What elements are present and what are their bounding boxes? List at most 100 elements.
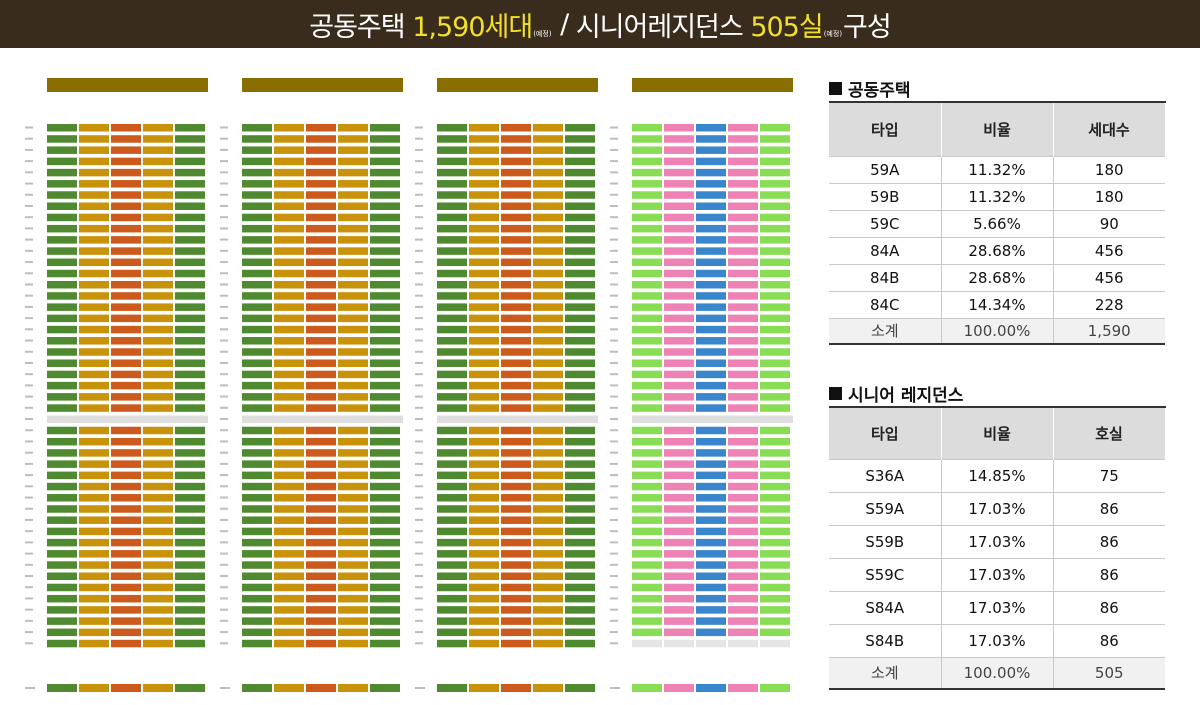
unit-cell xyxy=(696,247,726,255)
unit-cell xyxy=(501,393,531,401)
unit-cell xyxy=(664,505,694,513)
unit-cell xyxy=(306,303,336,311)
unit-cell xyxy=(370,370,400,379)
unit-cell xyxy=(111,269,141,278)
unit-cell xyxy=(760,292,790,300)
unit-cell xyxy=(760,348,790,356)
unit-cell xyxy=(632,236,662,244)
floor-label-mark xyxy=(25,485,33,488)
unit-cell xyxy=(111,482,141,491)
floor-label-mark xyxy=(25,373,33,376)
unit-cell xyxy=(696,404,726,412)
unit-cell xyxy=(274,224,304,233)
unit-cell xyxy=(242,314,272,323)
title-senior-count: 505실 xyxy=(750,11,823,43)
unit-cell xyxy=(632,617,662,625)
unit-cell xyxy=(47,202,77,210)
unit-cell xyxy=(728,258,758,267)
floor-label-mark xyxy=(415,317,423,320)
unit-cell xyxy=(306,437,336,446)
floor-label-mark xyxy=(220,451,228,454)
unit-cell xyxy=(728,460,758,468)
unit-cell xyxy=(370,505,400,513)
unit-cell xyxy=(632,494,662,502)
floor-label-mark xyxy=(415,485,423,488)
unit-cell xyxy=(274,348,304,356)
unit-cell xyxy=(306,606,336,614)
unit-cell xyxy=(565,269,595,278)
floor-label-mark xyxy=(415,384,423,387)
unit-cell xyxy=(501,426,531,435)
floor-label-mark xyxy=(610,451,618,454)
unit-cell xyxy=(47,494,77,502)
unit-cell xyxy=(760,426,790,435)
floor-label-mark xyxy=(25,126,33,129)
floor-label-mark xyxy=(415,160,423,163)
ratio-cell: 28.68% xyxy=(940,236,1053,264)
unit-cell xyxy=(533,494,563,502)
unit-cell xyxy=(728,426,758,435)
unit-cell xyxy=(565,247,595,255)
unit-cell xyxy=(370,280,400,289)
unit-cell xyxy=(501,303,531,311)
unit-cell xyxy=(728,325,758,334)
unit-cell xyxy=(696,359,726,367)
unit-cell xyxy=(242,404,272,412)
unit-cell xyxy=(664,292,694,300)
unit-cell xyxy=(664,482,694,491)
unit-cell xyxy=(760,617,790,625)
floor-label-mark xyxy=(220,317,228,320)
unit-cell xyxy=(175,124,205,132)
unit-cell xyxy=(664,370,694,379)
floor-label-mark xyxy=(610,249,618,252)
units-cell: 180 xyxy=(1052,182,1165,210)
unit-cell xyxy=(175,505,205,513)
unit-cell xyxy=(565,157,595,166)
unit-cell xyxy=(501,359,531,367)
unit-cell xyxy=(143,280,173,289)
floor-label-mark xyxy=(25,395,33,398)
unit-cell xyxy=(370,247,400,255)
unit-cell xyxy=(338,583,368,592)
unit-cell xyxy=(469,538,499,547)
unit-cell xyxy=(306,594,336,603)
unit-cell xyxy=(728,213,758,222)
floor-label-mark xyxy=(220,552,228,555)
floor-label-mark xyxy=(415,204,423,207)
summary-cell xyxy=(469,684,499,692)
unit-cell xyxy=(338,314,368,323)
unit-cell xyxy=(437,224,467,233)
unit-cell xyxy=(469,135,499,143)
unit-cell xyxy=(469,168,499,177)
unit-cell xyxy=(47,505,77,513)
unit-cell xyxy=(143,594,173,603)
unit-cell xyxy=(760,236,790,244)
unit-cell xyxy=(632,583,662,592)
unit-cell xyxy=(274,236,304,244)
unit-cell xyxy=(501,314,531,323)
unit-cell xyxy=(696,572,726,581)
summary-cell xyxy=(111,684,141,692)
floor-label-mark xyxy=(610,294,618,297)
unit-cell xyxy=(760,471,790,480)
unit-cell xyxy=(274,594,304,603)
unit-cell xyxy=(696,494,726,502)
floor-label-mark xyxy=(220,249,228,252)
unit-cell xyxy=(632,213,662,222)
unit-cell xyxy=(306,314,336,323)
unit-cell xyxy=(143,505,173,513)
unit-cell xyxy=(274,124,304,132)
unit-cell xyxy=(501,180,531,188)
unit-cell xyxy=(501,348,531,356)
floor-label-mark xyxy=(415,541,423,544)
floor-label-mark xyxy=(25,597,33,600)
unit-cell xyxy=(242,583,272,592)
unit-cell xyxy=(696,370,726,379)
unit-cell xyxy=(111,628,141,637)
floor-label-mark xyxy=(220,373,228,376)
unit-cell xyxy=(143,303,173,311)
unit-cell xyxy=(306,168,336,177)
unit-cell xyxy=(565,303,595,311)
unit-cell xyxy=(565,516,595,524)
floor-label-mark xyxy=(220,216,228,219)
